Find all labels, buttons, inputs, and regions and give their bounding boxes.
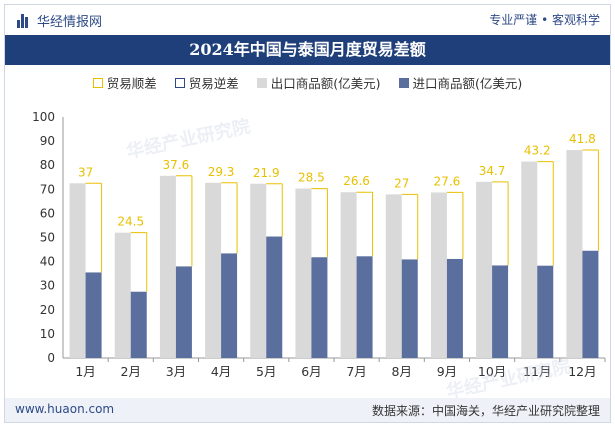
import-bar [221,253,238,358]
x-tick-label: 10月 [478,364,506,379]
export-bar [566,150,583,358]
export-bar [521,161,538,358]
import-bar [85,272,102,358]
y-tick-label: 30 [40,279,55,293]
legend-export: 出口商品额(亿美元) [256,73,381,92]
export-bar [114,232,131,358]
brand-name: 华经情报网 [37,15,103,30]
import-bar [356,256,373,358]
import-swatch [398,77,409,88]
import-bar [175,266,192,358]
import-bar [582,250,599,358]
x-tick-label: 3月 [166,364,186,379]
export-bar [295,188,312,358]
slogan: 专业严谨 • 客观科学 [489,13,600,27]
y-tick-label: 60 [40,206,55,220]
export-bar [476,181,493,358]
export-bar [250,183,267,358]
x-tick-label: 2月 [121,364,141,379]
legend-deficit: 贸易逆差 [174,73,239,92]
surplus-data-label: 27 [394,176,409,190]
x-tick-label: 7月 [346,364,366,379]
x-tick-label: 8月 [392,364,412,379]
surplus-data-label: 26.6 [343,174,370,188]
y-tick-label: 10 [40,327,55,341]
x-tick-label: 11月 [523,364,551,379]
export-bar [340,192,357,358]
y-tick-label: 20 [40,303,55,317]
surplus-data-label: 29.3 [208,165,235,179]
legend-deficit-label: 贸易逆差 [188,76,239,91]
legend: 贸易顺差 贸易逆差 出口商品额(亿美元) 进口商品额(亿美元) [5,73,610,92]
legend-import: 进口商品额(亿美元) [398,73,523,92]
surplus-data-label: 34.7 [479,164,506,178]
footer: www.huaon.com 数据来源：中国海关，华经产业研究院整理 [5,398,610,422]
deficit-swatch [174,77,185,88]
surplus-swatch [92,77,103,88]
export-bar [205,182,222,358]
brand-bars-icon [17,13,31,28]
import-bar [537,265,554,358]
surplus-data-label: 43.2 [524,144,551,158]
y-tick-label: 90 [40,134,55,148]
footer-website: www.huaon.com [15,402,115,416]
export-bar [69,183,86,358]
brand: 华经情报网 [17,11,102,30]
y-tick-label: 80 [40,158,55,172]
import-bar [401,259,418,358]
export-swatch [256,77,267,88]
chart-title: 2024年中国与泰国月度贸易差额 [5,35,610,65]
legend-export-label: 出口商品额(亿美元) [270,76,381,91]
import-bar [130,291,147,358]
top-bar: 华经情报网 专业严谨 • 客观科学 [5,5,610,33]
import-bar [266,236,283,358]
x-tick-label: 4月 [211,364,231,379]
legend-surplus-label: 贸易顺差 [106,76,157,91]
y-tick-label: 0 [47,351,55,365]
x-tick-label: 9月 [437,364,457,379]
y-tick-label: 40 [40,255,55,269]
import-bar [311,257,328,358]
bar-chart: 0 10 20 30 40 50 60 70 80 90 100 37 1月 24.5 2月 37.6 3月 29… [32,110,606,379]
legend-surplus: 贸易顺差 [92,73,157,92]
legend-import-label: 进口商品额(亿美元) [412,76,523,91]
x-tick-label: 12月 [568,364,596,379]
chart-frame: 华经情报网 专业严谨 • 客观科学 2024年中国与泰国月度贸易差额 贸易顺差 … [4,4,611,423]
export-bar [430,192,447,358]
surplus-data-label: 27.6 [434,174,461,188]
x-tick-label: 5月 [256,364,276,379]
y-tick-label: 100 [32,110,55,124]
surplus-data-label: 28.5 [298,171,325,185]
surplus-data-label: 21.9 [253,166,280,180]
import-bar [492,265,509,358]
export-bar [385,194,402,358]
surplus-data-label: 37 [78,165,93,179]
import-bar [446,258,463,358]
surplus-data-label: 41.8 [569,132,596,146]
y-tick-label: 50 [40,231,55,245]
footer-source: 数据来源：中国海关，华经产业研究院整理 [371,404,600,418]
surplus-data-label: 37.6 [163,158,190,172]
x-tick-label: 6月 [301,364,321,379]
export-bar [159,175,176,358]
y-tick-label: 70 [40,182,55,196]
surplus-data-label: 24.5 [117,215,144,229]
x-tick-label: 1月 [75,364,95,379]
